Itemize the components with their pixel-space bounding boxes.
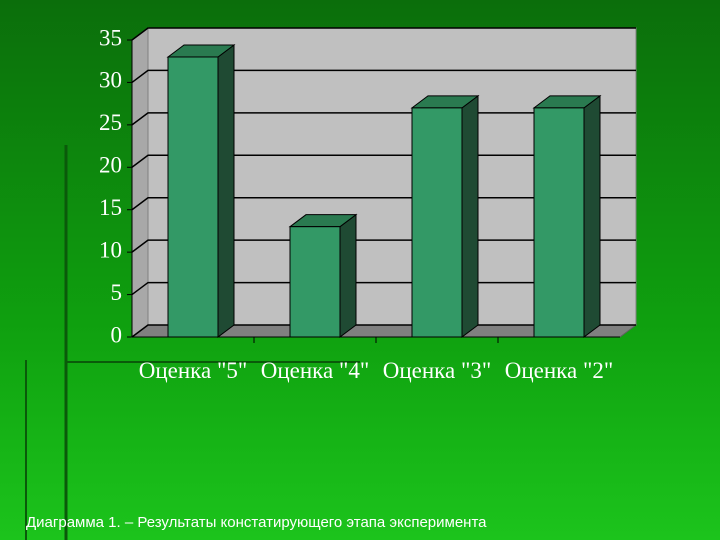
- y-tick-label: 35: [99, 25, 122, 50]
- caption: Диаграмма 1. – Результаты констатирующег…: [26, 514, 487, 531]
- y-tick-label: 10: [99, 237, 122, 262]
- bar: [411, 107, 463, 338]
- bar-side: [583, 94, 601, 338]
- y-tick-label: 5: [111, 280, 123, 305]
- grid-line: [131, 27, 636, 41]
- x-tick-label: Оценка "4": [260, 358, 370, 383]
- y-tick-label: 20: [99, 153, 122, 178]
- bar-side: [339, 213, 357, 338]
- bar-side: [217, 43, 235, 338]
- y-tick-label: 25: [99, 110, 122, 135]
- x-tick-label: Оценка "2": [504, 358, 614, 383]
- y-tick-label: 15: [99, 195, 122, 220]
- y-tick-label: 30: [99, 68, 122, 93]
- x-tick-label: Оценка "3": [382, 358, 492, 383]
- y-tick-label: 0: [111, 322, 123, 347]
- bar: [533, 107, 585, 338]
- bar: [289, 226, 341, 338]
- grid-line: [131, 69, 636, 84]
- x-tick-label: Оценка "5": [138, 358, 248, 383]
- side-wall: [131, 27, 149, 338]
- bar: [167, 56, 219, 338]
- bar-side: [461, 94, 479, 338]
